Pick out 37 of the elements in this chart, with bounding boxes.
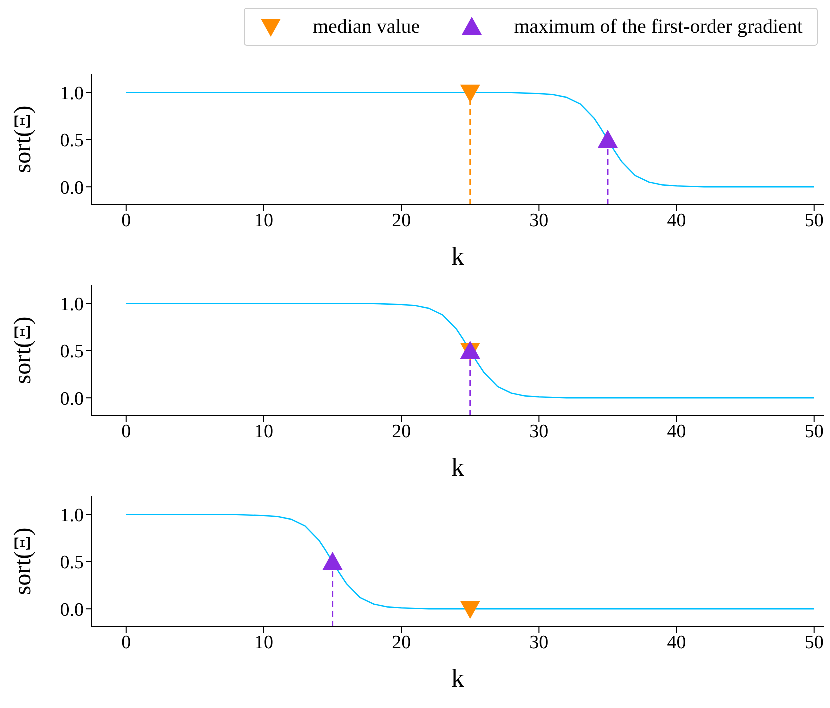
y-tick-label: 0.0 bbox=[60, 388, 84, 410]
x-axis-title: k bbox=[452, 664, 464, 693]
x-tick-label: 10 bbox=[254, 632, 274, 654]
y-axis-title: sort(Ξ) bbox=[10, 106, 37, 174]
x-tick-label: 20 bbox=[392, 421, 412, 442]
y-tick-label: 0.5 bbox=[60, 552, 84, 574]
x-tick-label: 10 bbox=[254, 210, 274, 232]
y-axis-title: sort(Ξ) bbox=[10, 528, 37, 596]
y-tick-label: 0.5 bbox=[60, 130, 84, 152]
x-tick-label: 50 bbox=[804, 632, 824, 654]
x-tick-label: 0 bbox=[122, 210, 132, 232]
x-tick-label: 0 bbox=[122, 421, 132, 442]
y-axis-title: sort(Ξ) bbox=[10, 316, 37, 384]
legend-label: median value bbox=[313, 16, 420, 38]
legend-label: maximum of the first-order gradient bbox=[514, 16, 803, 38]
x-tick-label: 30 bbox=[530, 632, 549, 654]
x-tick-label: 10 bbox=[254, 421, 274, 442]
x-tick-label: 20 bbox=[392, 632, 412, 654]
x-tick-label: 50 bbox=[804, 421, 824, 442]
y-tick-label: 0.5 bbox=[60, 342, 84, 363]
x-tick-label: 40 bbox=[667, 210, 686, 232]
y-tick-label: 1.0 bbox=[60, 294, 84, 316]
x-tick-label: 40 bbox=[667, 632, 686, 654]
y-tick-label: 0.0 bbox=[60, 600, 84, 621]
x-tick-label: 20 bbox=[392, 210, 412, 232]
x-tick-label: 30 bbox=[530, 210, 549, 232]
x-tick-label: 0 bbox=[122, 632, 132, 654]
x-axis-title: k bbox=[452, 242, 464, 271]
x-tick-label: 30 bbox=[530, 421, 549, 442]
line-series bbox=[126, 92, 816, 188]
x-tick-label: 40 bbox=[667, 421, 686, 442]
y-tick-label: 1.0 bbox=[60, 84, 84, 105]
x-tick-label: 50 bbox=[804, 210, 824, 232]
y-tick-label: 0.0 bbox=[60, 178, 84, 199]
line-series bbox=[126, 303, 816, 399]
y-tick-label: 1.0 bbox=[60, 506, 84, 527]
x-axis-title: k bbox=[452, 453, 464, 482]
